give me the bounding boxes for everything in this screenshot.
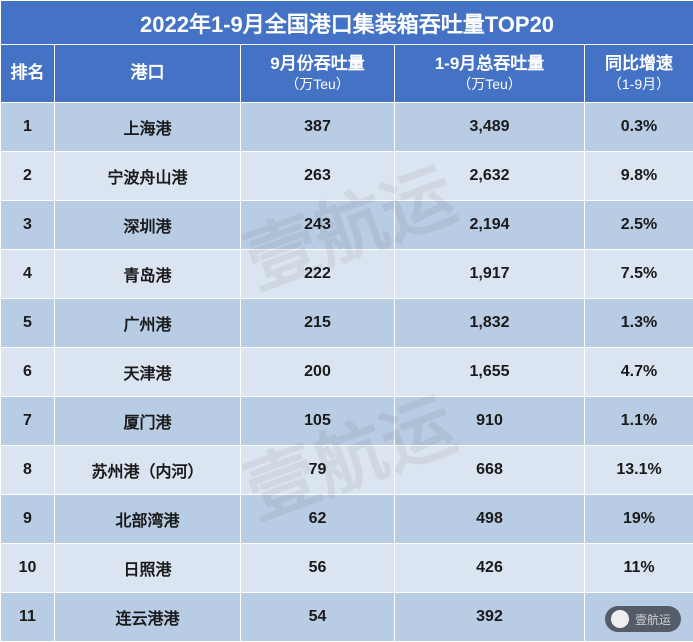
cell-rank: 2 — [1, 152, 55, 201]
table-row: 7厦门港1059101.1% — [1, 397, 693, 446]
col-header-sub: （万Teu） — [241, 75, 394, 93]
cell-rank: 10 — [1, 544, 55, 593]
cell-rank: 8 — [1, 446, 55, 495]
cell-total: 392 — [395, 593, 585, 642]
table-row: 2宁波舟山港2632,6329.8% — [1, 152, 693, 201]
cell-sep: 215 — [241, 299, 395, 348]
col-header-sub: （1-9月） — [585, 75, 693, 93]
cell-rank: 7 — [1, 397, 55, 446]
col-header-port: 港口 — [55, 45, 241, 103]
cell-rank: 4 — [1, 250, 55, 299]
table-header-row: 排名 港口 9月份吞吐量 （万Teu） 1-9月总吞吐量 （万Teu） 同比增速… — [1, 45, 693, 103]
cell-port: 上海港 — [55, 103, 241, 152]
table-row: 8苏州港（内河）7966813.1% — [1, 446, 693, 495]
cell-total: 498 — [395, 495, 585, 544]
cell-port: 青岛港 — [55, 250, 241, 299]
cell-rank: 1 — [1, 103, 55, 152]
col-header-yoy: 同比增速 （1-9月） — [585, 45, 693, 103]
col-header-sep: 9月份吞吐量 （万Teu） — [241, 45, 395, 103]
cell-port: 厦门港 — [55, 397, 241, 446]
cell-sep: 79 — [241, 446, 395, 495]
table-container: 2022年1-9月全国港口集装箱吞吐量TOP20 排名 港口 9月份吞吐量 （万… — [0, 0, 693, 642]
cell-yoy: 0.3% — [585, 103, 693, 152]
table-row: 6天津港2001,6554.7% — [1, 348, 693, 397]
cell-sep: 62 — [241, 495, 395, 544]
cell-rank: 3 — [1, 201, 55, 250]
cell-rank: 6 — [1, 348, 55, 397]
cell-port: 宁波舟山港 — [55, 152, 241, 201]
cell-sep: 56 — [241, 544, 395, 593]
cell-yoy: 13.1% — [585, 446, 693, 495]
cell-sep: 105 — [241, 397, 395, 446]
col-header-label: 1-9月总吞吐量 — [435, 54, 545, 73]
source-avatar-icon — [611, 610, 629, 628]
col-header-label: 港口 — [131, 63, 165, 82]
cell-yoy: 19% — [585, 495, 693, 544]
cell-port: 深圳港 — [55, 201, 241, 250]
col-header-rank: 排名 — [1, 45, 55, 103]
table-row: 4青岛港2221,9177.5% — [1, 250, 693, 299]
cell-rank: 11 — [1, 593, 55, 642]
cell-yoy: 2.5% — [585, 201, 693, 250]
cell-sep: 387 — [241, 103, 395, 152]
cell-yoy: 4.7% — [585, 348, 693, 397]
col-header-label: 同比增速 — [605, 54, 673, 73]
cell-sep: 243 — [241, 201, 395, 250]
table-title: 2022年1-9月全国港口集装箱吞吐量TOP20 — [1, 1, 693, 45]
table-row: 11连云港港54392 — [1, 593, 693, 642]
cell-total: 1,655 — [395, 348, 585, 397]
table-row: 3深圳港2432,1942.5% — [1, 201, 693, 250]
cell-total: 2,194 — [395, 201, 585, 250]
source-tag: 壹航运 — [605, 606, 681, 632]
cell-port: 天津港 — [55, 348, 241, 397]
cell-yoy: 9.8% — [585, 152, 693, 201]
col-header-sub: （万Teu） — [395, 75, 584, 93]
cell-total: 1,917 — [395, 250, 585, 299]
source-label: 壹航运 — [635, 611, 671, 628]
cell-port: 北部湾港 — [55, 495, 241, 544]
cell-port: 连云港港 — [55, 593, 241, 642]
cell-total: 1,832 — [395, 299, 585, 348]
table-row: 5广州港2151,8321.3% — [1, 299, 693, 348]
col-header-label: 排名 — [11, 63, 45, 82]
cell-yoy: 1.1% — [585, 397, 693, 446]
cell-port: 广州港 — [55, 299, 241, 348]
cell-total: 2,632 — [395, 152, 585, 201]
cell-rank: 5 — [1, 299, 55, 348]
cell-total: 910 — [395, 397, 585, 446]
cell-yoy: 1.3% — [585, 299, 693, 348]
cell-port: 苏州港（内河） — [55, 446, 241, 495]
port-throughput-table: 2022年1-9月全国港口集装箱吞吐量TOP20 排名 港口 9月份吞吐量 （万… — [0, 0, 693, 642]
cell-total: 3,489 — [395, 103, 585, 152]
cell-sep: 222 — [241, 250, 395, 299]
cell-port: 日照港 — [55, 544, 241, 593]
cell-rank: 9 — [1, 495, 55, 544]
cell-total: 668 — [395, 446, 585, 495]
cell-yoy: 7.5% — [585, 250, 693, 299]
cell-sep: 200 — [241, 348, 395, 397]
cell-total: 426 — [395, 544, 585, 593]
table-row: 9北部湾港6249819% — [1, 495, 693, 544]
cell-sep: 54 — [241, 593, 395, 642]
table-row: 1上海港3873,4890.3% — [1, 103, 693, 152]
cell-yoy: 11% — [585, 544, 693, 593]
table-row: 10日照港5642611% — [1, 544, 693, 593]
col-header-label: 9月份吞吐量 — [270, 54, 364, 73]
cell-sep: 263 — [241, 152, 395, 201]
col-header-total: 1-9月总吞吐量 （万Teu） — [395, 45, 585, 103]
